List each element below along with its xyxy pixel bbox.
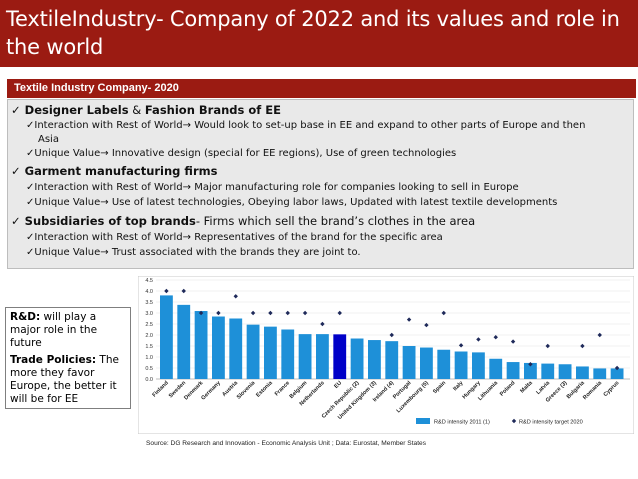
target-marker bbox=[476, 337, 481, 342]
subtitle: Textile Industry Company- 2020 bbox=[14, 82, 179, 94]
y-tick-label: 0.5 bbox=[145, 366, 153, 372]
target-marker bbox=[389, 332, 394, 338]
target-marker bbox=[493, 335, 498, 340]
bar bbox=[316, 334, 329, 379]
bar bbox=[194, 311, 208, 379]
bar bbox=[593, 368, 607, 379]
side-note-rd-label: R&D: bbox=[10, 311, 41, 323]
target-marker bbox=[406, 317, 412, 322]
bar bbox=[558, 364, 572, 379]
bar bbox=[472, 352, 485, 379]
section-heading-3: ✓ Subsidiaries of top brands- Firms whic… bbox=[11, 214, 475, 228]
bar bbox=[402, 346, 416, 379]
bar bbox=[177, 304, 191, 379]
check-icon: ✓ bbox=[11, 214, 21, 228]
target-marker bbox=[164, 288, 169, 294]
legend-label: R&D intensity 2011 (1) bbox=[434, 420, 490, 426]
bar bbox=[437, 349, 451, 379]
section-1-line: Asia bbox=[38, 134, 59, 145]
side-note-box: R&D: will play a major role in the futur… bbox=[5, 307, 131, 409]
section-1-title: Designer Labels bbox=[24, 103, 129, 117]
bar bbox=[264, 326, 277, 379]
target-marker bbox=[268, 310, 273, 316]
section-2-line: ✓Interaction with Rest of World→ Major m… bbox=[26, 182, 519, 193]
legend-swatch-target bbox=[511, 418, 517, 424]
bar bbox=[281, 329, 295, 379]
section-1-joiner: & bbox=[128, 103, 145, 117]
target-marker bbox=[233, 294, 238, 299]
bar bbox=[160, 295, 173, 379]
bar bbox=[385, 341, 399, 379]
side-note-trade-label: Trade Policies: bbox=[10, 354, 97, 366]
side-note-rd: R&D: will play a major role in the futur… bbox=[10, 311, 126, 350]
target-marker bbox=[580, 343, 585, 349]
bar bbox=[524, 362, 537, 379]
section-1-title-2: Fashion Brands of EE bbox=[144, 103, 281, 117]
chart-svg: 0.00.51.01.52.02.53.03.54.04.5FinlandSwe… bbox=[137, 275, 635, 435]
bar bbox=[454, 351, 468, 379]
y-tick-label: 3.5 bbox=[145, 300, 153, 306]
content-panel: ✓ Designer Labels & Fashion Brands of EE… bbox=[7, 99, 634, 269]
bar bbox=[541, 363, 555, 379]
target-marker bbox=[216, 310, 221, 316]
bar bbox=[506, 362, 520, 379]
side-note-trade: Trade Policies: The more they favor Euro… bbox=[10, 354, 126, 406]
bar bbox=[350, 338, 364, 379]
section-heading-1: ✓ Designer Labels & Fashion Brands of EE bbox=[11, 103, 281, 117]
target-marker bbox=[181, 288, 186, 294]
bar bbox=[298, 334, 312, 379]
bar bbox=[333, 334, 347, 379]
target-marker bbox=[337, 310, 342, 316]
y-tick-label: 3.0 bbox=[145, 311, 153, 317]
section-heading-2: ✓ Garment manufacturing firms bbox=[11, 164, 217, 178]
bar bbox=[489, 358, 503, 379]
check-icon: ✓ bbox=[11, 103, 21, 117]
legend-label: R&D intensity target 2020 bbox=[519, 420, 583, 426]
section-3-title-rest: - Firms which sell the brand’s clothes i… bbox=[195, 214, 476, 228]
rd-intensity-chart: 0.0 0.5 1.0 1.5 2.0 2.5 3.0 3.5 4.0 4.5 Finland Swe… bbox=[137, 275, 635, 435]
check-icon: ✓ bbox=[11, 164, 21, 178]
y-tick-label: 4.5 bbox=[145, 278, 153, 284]
y-tick-label: 1.5 bbox=[145, 344, 153, 350]
bar bbox=[576, 366, 589, 379]
source-note: Source: DG Research and Innovation - Eco… bbox=[146, 440, 426, 447]
page-title: TextileIndustry- Company of 2022 and its… bbox=[6, 7, 620, 59]
bar bbox=[229, 318, 243, 379]
x-tick-label: EU bbox=[333, 380, 343, 390]
target-marker bbox=[528, 362, 533, 367]
target-marker bbox=[510, 339, 516, 344]
target-marker bbox=[441, 310, 446, 316]
target-marker bbox=[198, 310, 204, 316]
bar bbox=[368, 340, 381, 379]
target-marker bbox=[424, 322, 429, 328]
y-tick-label: 1.0 bbox=[145, 355, 153, 361]
bar bbox=[610, 368, 624, 379]
subtitle-bar: Textile Industry Company- 2020 bbox=[7, 79, 636, 98]
side-note-rd-text: will play a major role in the future bbox=[10, 311, 98, 349]
bar bbox=[246, 324, 260, 379]
target-marker bbox=[250, 310, 256, 316]
bar bbox=[420, 347, 433, 379]
bar bbox=[212, 316, 225, 379]
y-tick-label: 2.0 bbox=[145, 333, 153, 339]
y-tick-label: 0.0 bbox=[145, 377, 153, 383]
section-1-line: ✓Interaction with Rest of World→ Would l… bbox=[26, 120, 586, 131]
y-tick-label: 4.0 bbox=[145, 289, 153, 295]
legend-swatch-bar bbox=[416, 418, 430, 424]
section-1-line: ✓Unique Value→ Innovative design (specia… bbox=[26, 148, 457, 159]
y-tick-label: 2.5 bbox=[145, 322, 153, 328]
section-3-line: ✓Unique Value→ Trust associated with the… bbox=[26, 247, 361, 258]
section-2-line: ✓Unique Value→ Use of latest technologie… bbox=[26, 197, 558, 208]
target-marker bbox=[320, 321, 325, 327]
side-note-trade-text: The more they favor Europe, the better i… bbox=[10, 354, 119, 405]
target-marker bbox=[285, 310, 290, 316]
section-3-line: ✓Interaction with Rest of World→ Represe… bbox=[26, 232, 443, 243]
section-2-title: Garment manufacturing firms bbox=[24, 164, 218, 178]
title-bar: TextileIndustry- Company of 2022 and its… bbox=[0, 0, 638, 67]
section-3-title: Subsidiaries of top brands bbox=[24, 214, 196, 228]
target-marker bbox=[458, 343, 464, 348]
target-marker bbox=[302, 310, 308, 316]
